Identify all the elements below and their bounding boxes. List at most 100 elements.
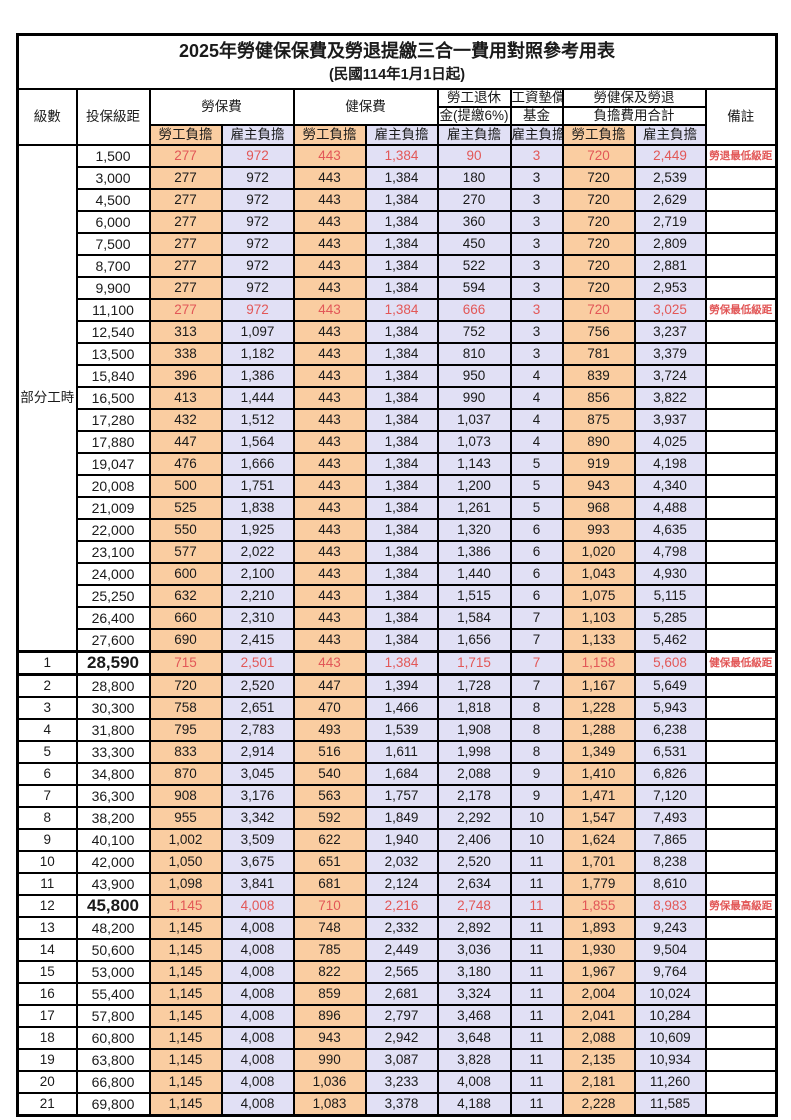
bracket-cell: 57,800 — [75, 1004, 151, 1028]
value-cell: 1,855 — [561, 894, 636, 918]
value-cell: 1,384 — [364, 254, 439, 278]
value-cell: 11,260 — [633, 1070, 707, 1094]
bracket-cell: 69,800 — [75, 1092, 151, 1117]
table-row: 16,500 413 1,444 443 1,384 990 4 856 3,822 — [18, 386, 778, 410]
value-cell: 5,943 — [633, 696, 707, 720]
value-cell: 11 — [509, 1070, 564, 1094]
note-cell — [704, 1026, 778, 1050]
value-cell: 338 — [148, 342, 223, 366]
note-cell — [704, 872, 778, 896]
value-cell: 1,349 — [561, 740, 636, 764]
value-cell: 622 — [292, 828, 367, 852]
value-cell: 2,210 — [220, 584, 295, 608]
value-cell: 2,004 — [561, 982, 636, 1006]
value-cell: 955 — [148, 806, 223, 830]
bracket-cell: 9,900 — [75, 276, 151, 300]
value-cell: 1,384 — [364, 276, 439, 300]
value-cell: 1,075 — [561, 584, 636, 608]
value-cell: 277 — [148, 210, 223, 234]
value-cell: 715 — [148, 650, 223, 676]
value-cell: 6,531 — [633, 740, 707, 764]
value-cell: 3,379 — [633, 342, 707, 366]
value-cell: 720 — [148, 673, 223, 698]
note-cell — [704, 1048, 778, 1072]
value-cell: 3,468 — [436, 1004, 512, 1028]
bracket-cell: 60,800 — [75, 1026, 151, 1050]
value-cell: 3 — [509, 188, 564, 212]
value-cell: 890 — [561, 430, 636, 454]
value-cell: 577 — [148, 540, 223, 564]
value-cell: 1,133 — [561, 628, 636, 653]
value-cell: 2,135 — [561, 1048, 636, 1072]
note-cell — [704, 276, 778, 300]
value-cell: 11 — [509, 1004, 564, 1028]
value-cell: 443 — [292, 276, 367, 300]
subheader-labor-worker: 勞工負擔 — [148, 124, 223, 146]
value-cell: 277 — [148, 188, 223, 212]
note-cell — [704, 364, 778, 388]
value-cell: 3,378 — [364, 1092, 439, 1117]
value-cell: 1,167 — [561, 673, 636, 698]
level-cell: 6 — [16, 762, 78, 786]
value-cell: 4,008 — [220, 1048, 295, 1072]
value-cell: 1,145 — [148, 1048, 223, 1072]
value-cell: 720 — [561, 144, 636, 168]
value-cell: 2,809 — [633, 232, 707, 256]
table-row: 9 40,100 1,002 3,509 622 1,940 2,406 10 1,624 7,8… — [16, 828, 778, 852]
value-cell: 972 — [220, 232, 295, 256]
subheader-wage-fund-employer: 雇主負擔 — [509, 124, 564, 146]
value-cell: 1,145 — [148, 1004, 223, 1028]
value-cell: 270 — [436, 188, 512, 212]
value-cell: 1,838 — [220, 496, 295, 520]
value-cell: 710 — [292, 894, 367, 918]
level-cell: 4 — [16, 718, 78, 742]
value-cell: 1,050 — [148, 850, 223, 874]
bracket-cell: 17,880 — [75, 430, 151, 454]
value-cell: 632 — [148, 584, 223, 608]
bracket-cell: 17,280 — [75, 408, 151, 432]
value-cell: 2,449 — [364, 938, 439, 962]
value-cell: 4,008 — [220, 982, 295, 1006]
title-block: 2025年勞健保保費及勞退提繳三合一費用對照參考用表 (民國114年1月1日起) — [16, 33, 778, 90]
table-row: 20 66,800 1,145 4,008 1,036 3,233 4,008 11 2,181… — [16, 1070, 778, 1094]
bracket-cell: 40,100 — [75, 828, 151, 852]
value-cell: 277 — [148, 254, 223, 278]
value-cell: 11 — [509, 850, 564, 874]
level-cell: 8 — [16, 806, 78, 830]
value-cell: 972 — [220, 144, 295, 168]
value-cell: 6 — [509, 584, 564, 608]
level-cell: 17 — [16, 1004, 78, 1028]
value-cell: 277 — [148, 298, 223, 322]
value-cell: 919 — [561, 452, 636, 476]
table-row: 10 42,000 1,050 3,675 651 2,032 2,520 11 1,701 8,… — [16, 850, 778, 874]
value-cell: 1,320 — [436, 518, 512, 542]
table-row: 13,500 338 1,182 443 1,384 810 3 781 3,379 — [18, 342, 778, 366]
table-row: 18 60,800 1,145 4,008 943 2,942 3,648 11 2,088 10… — [16, 1026, 778, 1050]
note-cell: 勞退最低級距 — [704, 144, 778, 168]
value-cell: 681 — [292, 872, 367, 896]
table-row: 16 55,400 1,145 4,008 859 2,681 3,324 11 2,004 10… — [16, 982, 778, 1006]
value-cell: 3,509 — [220, 828, 295, 852]
value-cell: 1,384 — [364, 562, 439, 586]
bracket-cell: 6,000 — [75, 210, 151, 234]
table-row: 部分工時 1,500 277 972 443 1,384 90 3 720 2,449 勞退最低級距 — [16, 144, 778, 653]
value-cell: 2,449 — [633, 144, 707, 168]
value-cell: 1,547 — [561, 806, 636, 830]
note-cell — [704, 584, 778, 608]
value-cell: 11 — [509, 1092, 564, 1117]
value-cell: 1,103 — [561, 606, 636, 630]
value-cell: 443 — [292, 584, 367, 608]
value-cell: 443 — [292, 166, 367, 190]
header-row-group: 級數 投保級距 勞保費 健保費 勞工退休 工資墊償 勞健保及勞退 備註 — [16, 88, 778, 146]
value-cell: 651 — [292, 850, 367, 874]
table-row: 1 28,590 715 2,501 443 1,384 1,715 7 1,158 5,608 健… — [16, 650, 778, 676]
value-cell: 1,145 — [148, 1070, 223, 1094]
value-cell: 2,406 — [436, 828, 512, 852]
value-cell: 859 — [292, 982, 367, 1006]
value-cell: 1,228 — [561, 696, 636, 720]
value-cell: 180 — [436, 166, 512, 190]
bracket-cell: 28,800 — [75, 673, 151, 698]
table-row: 8 38,200 955 3,342 592 1,849 2,292 10 1,547 7,493 — [16, 806, 778, 830]
value-cell: 443 — [292, 540, 367, 564]
value-cell: 2,520 — [220, 673, 295, 698]
